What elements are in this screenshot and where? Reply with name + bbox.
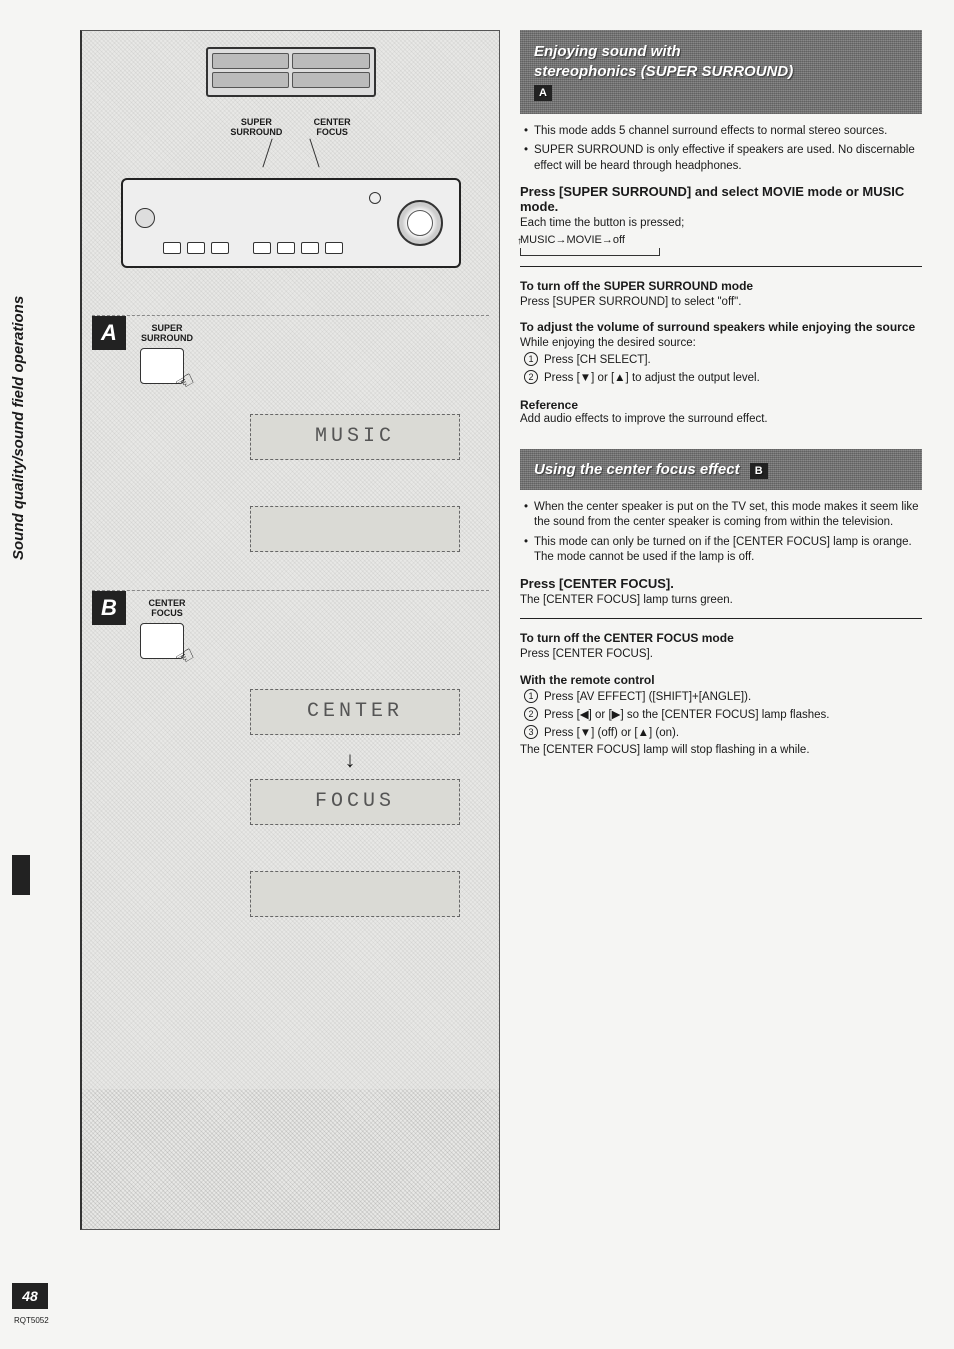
bullet-item: SUPER SURROUND is only effective if spea… xyxy=(524,143,922,174)
side-color-block xyxy=(12,855,30,895)
bullet-item: This mode adds 5 channel surround effect… xyxy=(524,124,922,140)
super-surround-button-icon: ☜ xyxy=(140,348,184,384)
callout-super-surround: SUPER SURROUND xyxy=(230,117,282,137)
section2-off-body: Press [CENTER FOCUS]. xyxy=(520,647,922,663)
section1-bullets: This mode adds 5 channel surround effect… xyxy=(520,124,922,175)
section2-action-heading: Press [CENTER FOCUS]. xyxy=(520,576,922,591)
amplifier-diagram xyxy=(121,178,461,268)
section2-remote-heading: With the remote control xyxy=(520,673,922,687)
display-blank-a xyxy=(250,506,460,552)
section1-title-line1: Enjoying sound with xyxy=(534,43,681,60)
bottom-texture xyxy=(82,1089,499,1229)
section-header-super-surround: Enjoying sound with stereophonics (SUPER… xyxy=(520,30,922,114)
callout-center-focus: CENTER FOCUS xyxy=(314,117,351,137)
section1-action-heading: Press [SUPER SURROUND] and select MOVIE … xyxy=(520,184,922,214)
button-callout-area: SUPER SURROUND CENTER FOCUS xyxy=(92,117,489,297)
bullet-item: When the center speaker is put on the TV… xyxy=(524,500,922,531)
center-focus-button-icon: ☜ xyxy=(140,623,184,659)
step-b-button-label: CENTER FOCUS xyxy=(140,599,194,619)
step-text: Press [▼] (off) or [▲] (on). xyxy=(544,727,679,739)
step-text: Press [AV EFFECT] ([SHIFT]+[ANGLE]). xyxy=(544,691,751,703)
mode-cycle: MUSIC→MOVIE→off xyxy=(520,234,922,256)
section1-adjust-steps: 1Press [CH SELECT]. 2Press [▼] or [▲] to… xyxy=(520,352,922,386)
display-focus: FOCUS xyxy=(250,779,460,825)
step-text: Press [CH SELECT]. xyxy=(544,354,651,366)
text-column: Enjoying sound with stereophonics (SUPER… xyxy=(520,30,934,1329)
reference-heading: Reference xyxy=(520,398,922,412)
section1-title-line2: stereophonics (SUPER SURROUND) xyxy=(534,63,793,80)
section1-letter-box: A xyxy=(534,85,552,101)
bullet-item: This mode can only be turned on if the [… xyxy=(524,535,922,566)
step-letter-a: A xyxy=(92,316,126,350)
volume-dial-icon xyxy=(397,200,443,246)
numbered-step: 1Press [AV EFFECT] ([SHIFT]+[ANGLE]). xyxy=(524,689,922,705)
down-arrow-icon: ↓ xyxy=(340,747,360,773)
section2-remote-steps: 1Press [AV EFFECT] ([SHIFT]+[ANGLE]). 2P… xyxy=(520,689,922,741)
section-header-center-focus: Using the center focus effect B xyxy=(520,449,922,490)
page-number: 48 xyxy=(12,1283,48,1309)
step-a-block: A SUPER SURROUND ☜ MUSIC xyxy=(92,315,489,572)
section1-adjust-sub: While enjoying the desired source: xyxy=(520,336,922,352)
stacked-unit-diagram xyxy=(206,47,376,97)
step-a-button-label: SUPER SURROUND xyxy=(140,324,194,344)
illustration-column: SUPER SURROUND CENTER FOCUS A xyxy=(80,30,500,1329)
diagram-frame: SUPER SURROUND CENTER FOCUS A xyxy=(80,30,500,1230)
section2-letter-box: B xyxy=(750,463,768,479)
display-blank-b xyxy=(250,871,460,917)
section1-off-body: Press [SUPER SURROUND] to select "off". xyxy=(520,295,922,311)
pointing-hand-icon: ☜ xyxy=(170,366,200,398)
section2-bullets: When the center speaker is put on the TV… xyxy=(520,500,922,566)
display-music: MUSIC xyxy=(250,414,460,460)
document-code: RQT5052 xyxy=(14,1316,49,1325)
section2-title: Using the center focus effect xyxy=(534,461,740,478)
section1-action-sub: Each time the button is pressed; xyxy=(520,216,922,232)
pointing-hand-icon: ☜ xyxy=(170,640,200,672)
section1-adjust-heading: To adjust the volume of surround speaker… xyxy=(520,320,922,334)
step-text: Press [▼] or [▲] to adjust the output le… xyxy=(544,372,760,384)
section2-action-sub: The [CENTER FOCUS] lamp turns green. xyxy=(520,593,922,609)
side-tab-label: Sound quality/sound field operations xyxy=(10,296,27,560)
section2-remote-tail: The [CENTER FOCUS] lamp will stop flashi… xyxy=(520,743,922,759)
divider xyxy=(520,618,922,619)
display-center: CENTER xyxy=(250,689,460,735)
mode-cycle-text: MUSIC→MOVIE→off xyxy=(520,234,625,246)
reference-body: Add audio effects to improve the surroun… xyxy=(520,412,922,428)
divider xyxy=(520,266,922,267)
numbered-step: 3Press [▼] (off) or [▲] (on). xyxy=(524,725,922,741)
section2-off-heading: To turn off the CENTER FOCUS mode xyxy=(520,631,922,645)
numbered-step: 2Press [◀] or [▶] so the [CENTER FOCUS] … xyxy=(524,707,922,723)
numbered-step: 1Press [CH SELECT]. xyxy=(524,352,922,368)
step-text: Press [◀] or [▶] so the [CENTER FOCUS] l… xyxy=(544,709,829,721)
step-letter-b: B xyxy=(92,591,126,625)
section1-off-heading: To turn off the SUPER SURROUND mode xyxy=(520,279,922,293)
step-b-block: B CENTER FOCUS ☜ CENTER ↓ FOCUS xyxy=(92,590,489,937)
numbered-step: 2Press [▼] or [▲] to adjust the output l… xyxy=(524,370,922,386)
